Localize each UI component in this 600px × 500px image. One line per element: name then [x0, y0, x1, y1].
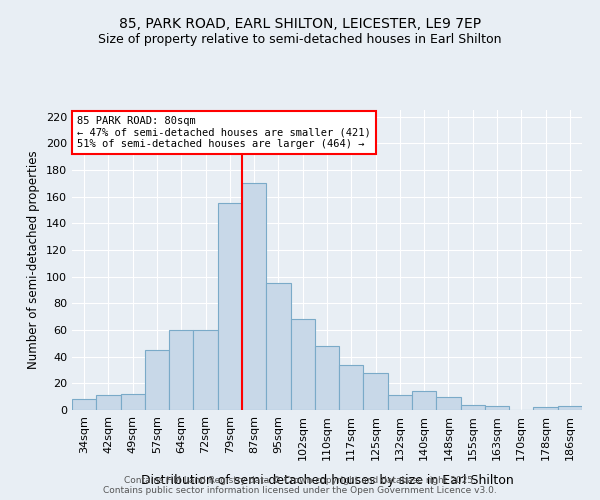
Bar — [218, 204, 242, 410]
Text: Contains HM Land Registry data © Crown copyright and database right 2025.
Contai: Contains HM Land Registry data © Crown c… — [103, 476, 497, 495]
X-axis label: Distribution of semi-detached houses by size in Earl Shilton: Distribution of semi-detached houses by … — [140, 474, 514, 487]
Bar — [266, 284, 290, 410]
Bar — [558, 406, 582, 410]
Bar — [485, 406, 509, 410]
Bar — [169, 330, 193, 410]
Text: 85 PARK ROAD: 80sqm
← 47% of semi-detached houses are smaller (421)
51% of semi-: 85 PARK ROAD: 80sqm ← 47% of semi-detach… — [77, 116, 371, 149]
Bar — [193, 330, 218, 410]
Bar — [315, 346, 339, 410]
Text: 85, PARK ROAD, EARL SHILTON, LEICESTER, LE9 7EP: 85, PARK ROAD, EARL SHILTON, LEICESTER, … — [119, 18, 481, 32]
Y-axis label: Number of semi-detached properties: Number of semi-detached properties — [28, 150, 40, 370]
Bar — [388, 396, 412, 410]
Bar — [436, 396, 461, 410]
Bar — [121, 394, 145, 410]
Bar — [364, 372, 388, 410]
Bar — [339, 364, 364, 410]
Bar — [145, 350, 169, 410]
Bar — [533, 408, 558, 410]
Bar — [412, 392, 436, 410]
Bar — [290, 320, 315, 410]
Bar — [242, 184, 266, 410]
Bar — [96, 396, 121, 410]
Text: Size of property relative to semi-detached houses in Earl Shilton: Size of property relative to semi-detach… — [98, 32, 502, 46]
Bar — [72, 400, 96, 410]
Bar — [461, 404, 485, 410]
